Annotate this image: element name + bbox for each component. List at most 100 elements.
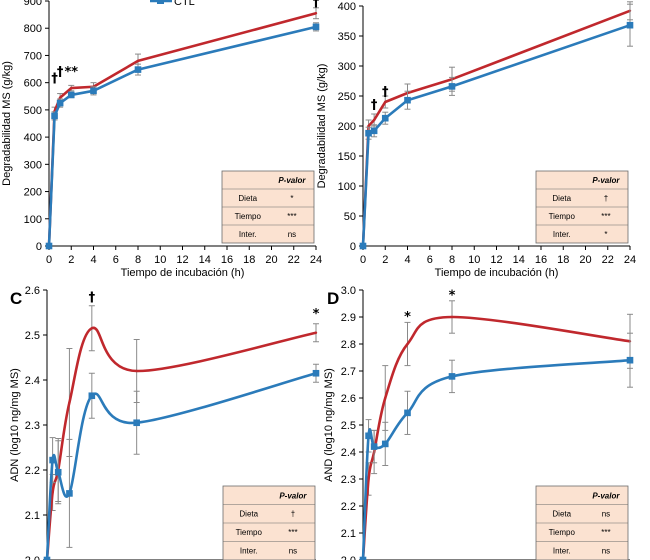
p-table-row-label: Dieta: [552, 194, 571, 203]
y-tick-label: 2.6: [25, 285, 40, 297]
x-tick-label: 22: [288, 254, 300, 266]
p-table-row-value: ***: [601, 212, 610, 221]
data-point: [67, 91, 75, 99]
data-point: [448, 83, 456, 90]
p-table-header: P-valor: [592, 492, 620, 501]
p-table-row-label: Dieta: [239, 510, 258, 519]
x-axis-label: Tiempo de incubación (h): [435, 267, 559, 279]
data-point: [45, 242, 53, 250]
x-tick-label: 14: [199, 254, 211, 266]
data-point: [51, 491, 54, 494]
data-point: [384, 100, 387, 104]
y-tick-label: 0: [36, 241, 42, 253]
data-point: [90, 87, 97, 95]
chart-panel-d: 2.0 2.1 2.2 2.3 2.4 2.5 2.6 2.7 2.8 2.9 3.0 AND (lo…: [323, 285, 634, 560]
x-tick-label: 12: [490, 254, 502, 266]
significance-mark: *: [313, 307, 320, 322]
data-point: [58, 96, 62, 99]
y-tick-label: 50: [344, 211, 356, 223]
data-point: [312, 23, 320, 31]
data-point: [54, 468, 62, 476]
p-table-row-value: ***: [288, 528, 297, 537]
series-dieta: [361, 300, 633, 560]
x-tick-label: 24: [310, 254, 322, 266]
data-point: [450, 315, 454, 319]
data-point: [404, 409, 411, 417]
data-point: [66, 490, 73, 497]
x-tick-label: 20: [579, 254, 591, 266]
data-point: [365, 432, 372, 440]
data-point: [135, 369, 138, 373]
significance-mark: **: [64, 65, 78, 80]
y-tick-label: 2.2: [25, 465, 40, 477]
x-tick-label: 2: [382, 254, 388, 266]
y-tick-label: 900: [24, 0, 42, 8]
p-table-header: P-valor: [278, 176, 306, 185]
y-tick-label: 2.1: [341, 528, 356, 540]
p-table-row-value: *: [604, 230, 607, 239]
y-tick-label: 200: [338, 121, 356, 133]
y-tick-label: 2.2: [341, 501, 356, 513]
data-point: [134, 66, 142, 73]
p-value-table: P-valor Dieta ns Tiempo *** Inter. ns: [535, 485, 629, 560]
series-ctl: [43, 363, 320, 560]
y-tick-label: 700: [24, 50, 42, 62]
y-tick-label: 2.0: [25, 555, 40, 560]
p-table-row-value: ns: [602, 547, 610, 556]
data-point: [43, 556, 51, 560]
data-point: [370, 127, 378, 135]
y-tick-label: 100: [338, 181, 356, 193]
p-table-row-label: Inter.: [240, 547, 258, 556]
x-tick-label: 4: [404, 254, 410, 266]
p-table-header: P-valor: [279, 492, 307, 501]
significance-mark: †: [89, 290, 96, 305]
y-tick-label: 250: [338, 91, 356, 103]
data-point: [136, 59, 140, 63]
series-ctl: [45, 22, 320, 250]
x-tick-label: 2: [68, 254, 74, 266]
data-point: [88, 392, 96, 400]
x-tick-label: 14: [513, 254, 525, 266]
y-tick-label: 2.9: [341, 312, 356, 324]
p-table-row-label: Inter.: [239, 230, 257, 239]
significance-mark: †: [51, 72, 58, 87]
data-point: [51, 112, 58, 120]
y-tick-label: 400: [338, 1, 356, 13]
y-tick-label: 2.3: [341, 474, 356, 486]
y-tick-label: 600: [24, 78, 42, 90]
y-tick-label: 300: [24, 159, 42, 171]
data-point: [381, 114, 389, 122]
data-point: [372, 118, 376, 122]
p-table-row-label: Tiempo: [235, 212, 262, 221]
x-tick-label: 8: [449, 254, 455, 266]
x-tick-label: 24: [624, 254, 636, 266]
y-tick-label: 2.7: [341, 366, 356, 378]
data-point: [312, 369, 320, 377]
data-point: [381, 440, 389, 448]
panel-label: C: [10, 289, 22, 308]
data-point: [314, 12, 318, 15]
legend-ctl-label: CTL: [174, 0, 195, 8]
y-tick-label: 2.0: [341, 555, 356, 560]
y-tick-label: 2.4: [25, 375, 40, 387]
significance-mark: †: [313, 0, 320, 10]
data-point: [68, 401, 71, 404]
x-tick-label: 6: [113, 254, 119, 266]
x-tick-label: 10: [468, 254, 480, 266]
data-point: [626, 21, 634, 29]
y-axis-label: AND (log10 ng/mg MS): [323, 368, 335, 482]
y-tick-label: 2.5: [25, 330, 40, 342]
data-point: [49, 456, 56, 464]
data-point: [626, 356, 634, 364]
p-table-row-label: Tiempo: [549, 528, 576, 537]
y-tick-label: 0: [350, 241, 356, 253]
data-point: [359, 242, 367, 250]
data-point: [133, 419, 140, 427]
p-table-row-value: ns: [602, 510, 610, 519]
data-point: [370, 443, 378, 450]
y-tick-label: 500: [24, 105, 42, 117]
x-tick-label: 16: [221, 254, 233, 266]
p-table-row-value: †: [604, 194, 608, 203]
p-value-table: P-valor Dieta † Tiempo *** Inter. ns: [222, 485, 316, 560]
p-table-row-value: ***: [601, 528, 610, 537]
